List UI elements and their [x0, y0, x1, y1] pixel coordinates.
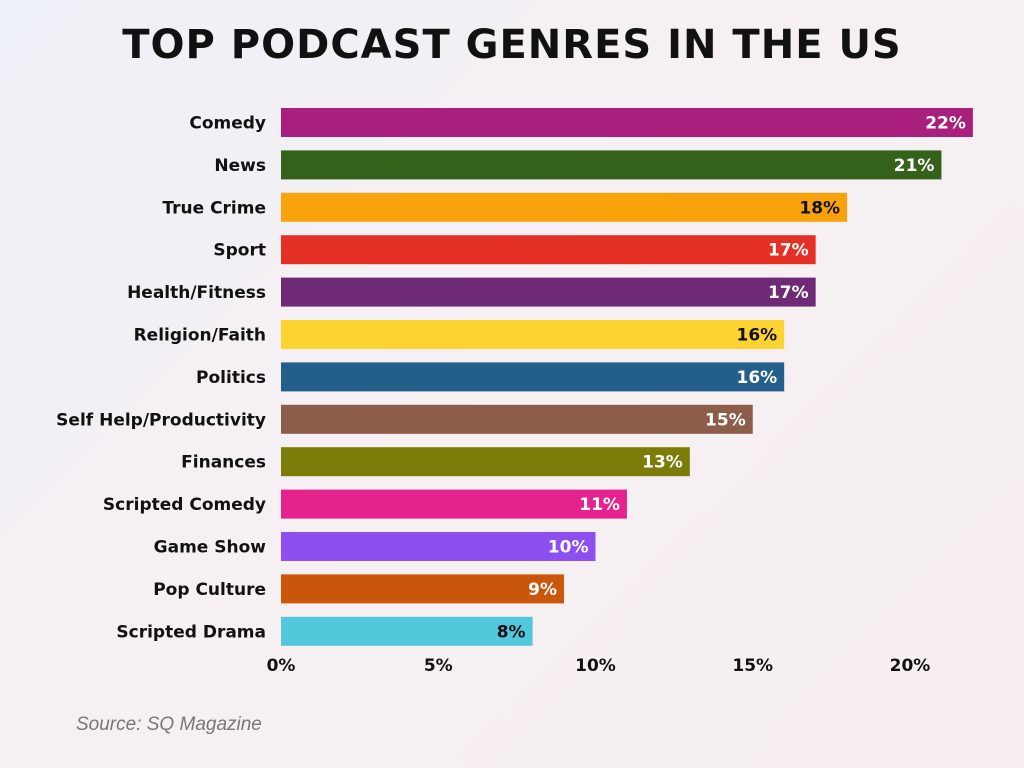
bar: [281, 404, 753, 434]
category-label: Health/Fitness: [127, 283, 266, 303]
data-label: 15%: [705, 410, 746, 430]
category-label: Scripted Comedy: [103, 495, 266, 515]
category-label: Game Show: [154, 538, 267, 558]
category-label: Pop Culture: [153, 580, 266, 600]
category-label: Finances: [181, 453, 266, 473]
data-label: 17%: [768, 241, 809, 261]
category-label: Sport: [213, 241, 266, 261]
bar: [281, 616, 533, 646]
x-tick-label: 15%: [732, 656, 773, 676]
data-label: 11%: [579, 495, 620, 515]
bar: [281, 447, 690, 477]
data-label: 10%: [548, 538, 589, 558]
bar: [281, 362, 785, 392]
category-label: Politics: [196, 368, 266, 388]
category-label: Religion/Faith: [134, 326, 266, 346]
category-label: Scripted Drama: [116, 622, 266, 642]
bar-chart: Comedy 22% News 21% True Crime 18% Sport 17% Hea…: [56, 108, 973, 676]
data-label: 9%: [528, 580, 557, 600]
data-label: 21%: [894, 156, 935, 176]
data-label: 16%: [736, 326, 777, 346]
source-note: Source: SQ Magazine: [76, 714, 262, 735]
bar: [281, 532, 596, 561]
category-label: News: [214, 156, 266, 176]
bar: [281, 108, 973, 137]
x-tick-label: 20%: [890, 656, 931, 676]
bar: [281, 320, 785, 349]
data-label: 18%: [799, 198, 840, 218]
category-label: True Crime: [162, 198, 266, 218]
data-label: 13%: [642, 453, 683, 473]
x-tick-label: 5%: [424, 656, 453, 676]
chart-title: TOP PODCAST GENRES IN THE US: [122, 22, 902, 68]
data-label: 8%: [497, 622, 526, 642]
x-tick-label: 10%: [575, 656, 616, 676]
bar: [281, 574, 565, 604]
x-tick-label: 0%: [267, 656, 296, 676]
data-label: 22%: [925, 114, 966, 134]
category-label: Self Help/Productivity: [56, 410, 266, 430]
bar: [281, 192, 848, 222]
bar: [281, 489, 627, 519]
data-label: 16%: [736, 368, 777, 388]
bar: [281, 277, 816, 307]
bar: [281, 150, 942, 180]
data-label: 17%: [768, 283, 809, 303]
bar: [281, 235, 816, 265]
category-label: Comedy: [189, 114, 266, 134]
